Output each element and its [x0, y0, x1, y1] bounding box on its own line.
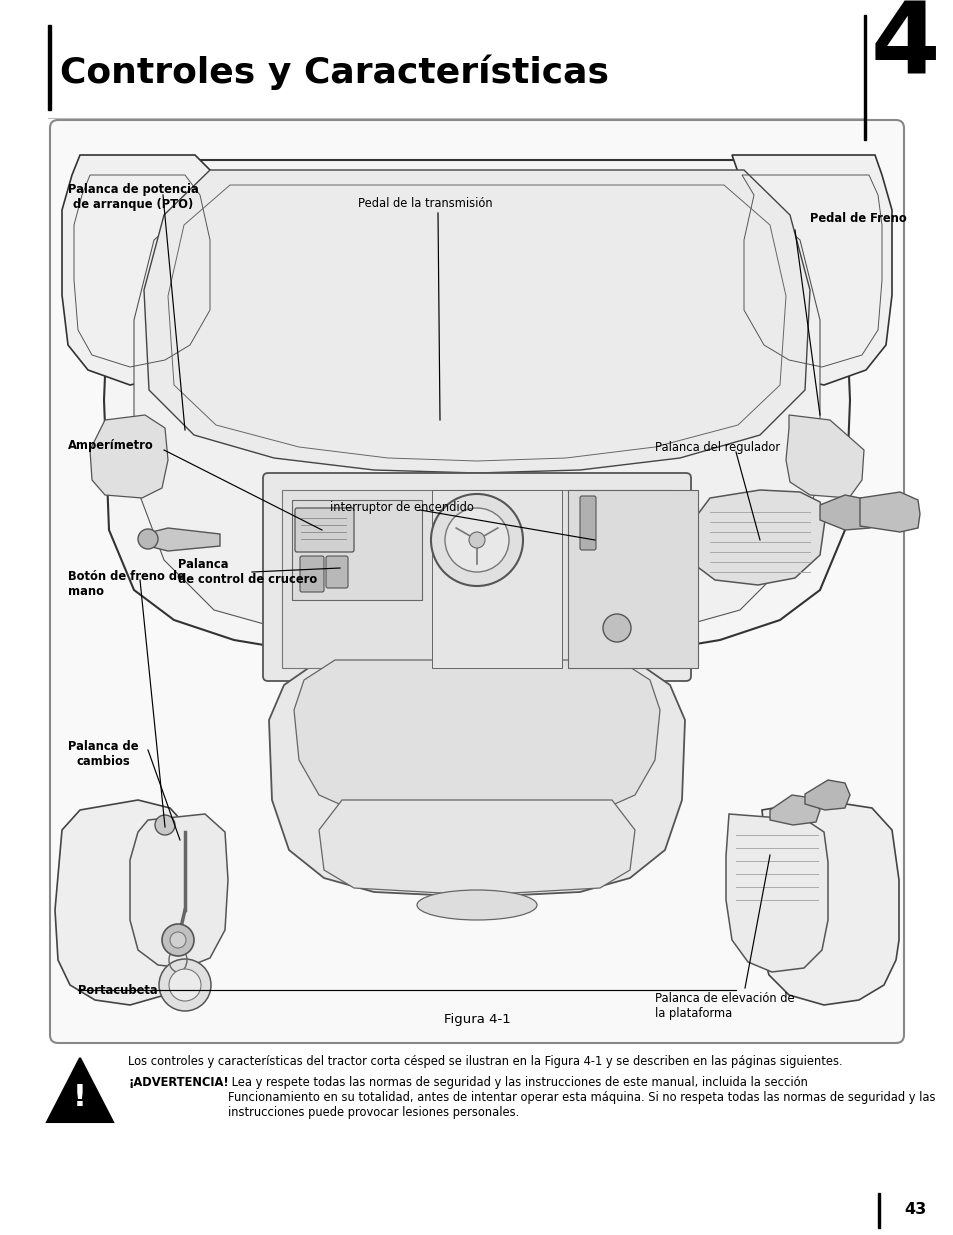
Polygon shape — [144, 170, 809, 473]
Text: Botón de freno de
mano: Botón de freno de mano — [68, 571, 185, 598]
Text: Palanca del regulador: Palanca del regulador — [655, 441, 780, 453]
Circle shape — [159, 960, 211, 1011]
FancyBboxPatch shape — [263, 473, 690, 680]
FancyBboxPatch shape — [299, 556, 324, 592]
Text: Palanca
de control de crucero: Palanca de control de crucero — [178, 558, 317, 585]
Circle shape — [469, 532, 484, 548]
Text: 43: 43 — [902, 1203, 925, 1218]
Bar — [877, 1193, 879, 1228]
Polygon shape — [294, 659, 659, 823]
Bar — [432, 490, 561, 668]
Polygon shape — [689, 490, 824, 585]
FancyBboxPatch shape — [294, 508, 354, 552]
Polygon shape — [90, 415, 168, 498]
Circle shape — [602, 614, 630, 642]
FancyBboxPatch shape — [50, 120, 903, 1044]
Text: Palanca de elevación de
la plataforma: Palanca de elevación de la plataforma — [655, 992, 794, 1020]
Polygon shape — [785, 415, 863, 498]
Bar — [567, 490, 698, 668]
Polygon shape — [759, 800, 898, 1005]
FancyBboxPatch shape — [326, 556, 348, 588]
Bar — [863, 15, 865, 140]
Polygon shape — [104, 161, 849, 661]
Polygon shape — [859, 492, 919, 532]
Polygon shape — [62, 156, 225, 385]
Bar — [292, 500, 421, 600]
Polygon shape — [820, 495, 874, 530]
Circle shape — [154, 815, 174, 835]
Text: Lea y respete todas las normas de seguridad y las instrucciones de este manual, : Lea y respete todas las normas de seguri… — [228, 1076, 935, 1119]
Text: Amperímetro: Amperímetro — [68, 438, 153, 452]
Text: Palanca de potencia
de arranque (PTO): Palanca de potencia de arranque (PTO) — [68, 183, 198, 211]
Polygon shape — [728, 156, 891, 385]
Polygon shape — [769, 795, 820, 825]
Circle shape — [431, 494, 522, 585]
FancyBboxPatch shape — [579, 496, 596, 550]
Text: Pedal de la transmisión: Pedal de la transmisión — [357, 198, 492, 210]
Text: Palanca de
cambios: Palanca de cambios — [68, 740, 138, 768]
Polygon shape — [725, 814, 827, 972]
Circle shape — [162, 924, 193, 956]
Text: Controles y Características: Controles y Características — [60, 54, 608, 90]
Bar — [48, 25, 51, 110]
Polygon shape — [148, 529, 220, 551]
Polygon shape — [804, 781, 849, 810]
Text: ¡ADVERTENCIA!: ¡ADVERTENCIA! — [128, 1076, 229, 1089]
Text: Figura 4-1: Figura 4-1 — [443, 1014, 510, 1026]
Ellipse shape — [416, 890, 537, 920]
Polygon shape — [318, 800, 635, 895]
Polygon shape — [269, 659, 684, 897]
Polygon shape — [47, 1058, 112, 1123]
Text: Los controles y características del tractor corta césped se ilustran en la Figur: Los controles y características del trac… — [128, 1055, 841, 1068]
Bar — [282, 490, 671, 668]
Polygon shape — [55, 800, 194, 1005]
Text: 4: 4 — [869, 0, 939, 95]
Text: interruptor de encendido: interruptor de encendido — [330, 501, 474, 515]
Text: Pedal de Freno: Pedal de Freno — [809, 212, 905, 225]
Circle shape — [444, 508, 509, 572]
Text: Portacubeta: Portacubeta — [78, 983, 157, 997]
Circle shape — [138, 529, 158, 550]
Text: !: ! — [73, 1083, 87, 1113]
Polygon shape — [130, 814, 228, 968]
Circle shape — [170, 932, 186, 948]
Polygon shape — [133, 200, 820, 645]
Circle shape — [169, 969, 201, 1002]
